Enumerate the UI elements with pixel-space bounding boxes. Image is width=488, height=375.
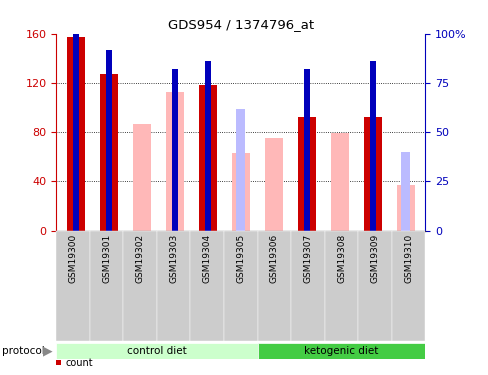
Text: control diet: control diet xyxy=(127,346,186,356)
Text: count: count xyxy=(66,358,93,368)
Bar xyxy=(133,124,151,231)
Bar xyxy=(400,152,409,231)
Bar xyxy=(297,117,315,231)
Text: GSM19301: GSM19301 xyxy=(102,234,111,283)
Bar xyxy=(303,69,309,231)
Bar xyxy=(165,92,183,231)
Text: GSM19307: GSM19307 xyxy=(303,234,312,283)
Title: GDS954 / 1374796_at: GDS954 / 1374796_at xyxy=(167,18,313,31)
Bar xyxy=(106,50,112,231)
Text: ketogenic diet: ketogenic diet xyxy=(304,346,378,356)
Bar xyxy=(100,74,118,231)
Text: GSM19303: GSM19303 xyxy=(169,234,178,283)
Text: GSM19310: GSM19310 xyxy=(403,234,412,283)
Bar xyxy=(369,61,375,231)
Bar xyxy=(257,343,425,359)
Bar xyxy=(67,38,85,231)
Bar xyxy=(231,153,249,231)
Text: protocol: protocol xyxy=(2,346,45,356)
Text: ▶: ▶ xyxy=(42,345,52,357)
Text: GSM19300: GSM19300 xyxy=(68,234,78,283)
Bar xyxy=(330,134,348,231)
Text: GSM19309: GSM19309 xyxy=(370,234,379,283)
Bar xyxy=(172,69,178,231)
Bar xyxy=(264,138,282,231)
Text: GSM19305: GSM19305 xyxy=(236,234,245,283)
Bar xyxy=(204,61,210,231)
Text: GSM19306: GSM19306 xyxy=(269,234,278,283)
Bar xyxy=(56,343,257,359)
Text: GSM19304: GSM19304 xyxy=(203,234,211,283)
Text: GSM19302: GSM19302 xyxy=(135,234,144,283)
Bar xyxy=(363,117,381,231)
Bar xyxy=(199,86,217,231)
Text: GSM19308: GSM19308 xyxy=(336,234,346,283)
Bar xyxy=(236,109,245,231)
Bar xyxy=(396,185,414,231)
Bar xyxy=(73,14,79,231)
